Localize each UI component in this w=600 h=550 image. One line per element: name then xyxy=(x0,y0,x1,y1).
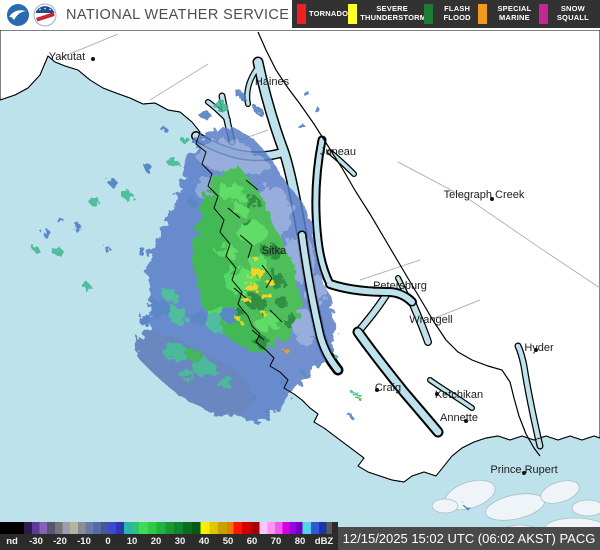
city-marker xyxy=(522,471,526,475)
colorbar-tick-label: -10 xyxy=(77,536,91,547)
colorbar-ticks: nd -30 -20 -10 0 10 20 30 40 50 60 70 80 dBZ xyxy=(0,534,338,550)
city-label: Yakutat xyxy=(48,51,86,63)
colorbar-tick-label: 40 xyxy=(198,536,210,547)
city-marker xyxy=(91,57,95,61)
colorbar-tick-label: 20 xyxy=(150,536,162,547)
city-label: Haines xyxy=(254,76,290,88)
city-label: Juneau xyxy=(319,146,357,158)
header-bar: NATIONAL WEATHER SERVICE TORNADO SEVERE T… xyxy=(0,0,600,30)
colorbar-tick-label: dBZ xyxy=(314,536,334,547)
colorbar-gradient xyxy=(0,522,332,534)
colorbar-tick-label: 50 xyxy=(222,536,234,547)
city-label: Prince Rupert xyxy=(490,464,558,476)
warning-swatch xyxy=(297,4,306,24)
zone-boundaries xyxy=(59,33,600,321)
warning-label: FLASH FLOOD xyxy=(443,4,471,22)
warning-label: SEVERE THUNDERSTORM xyxy=(360,4,427,22)
city-label: Ketchikan xyxy=(434,389,484,401)
warning-legend-item[interactable]: SNOW SQUALL xyxy=(538,4,595,24)
warning-label: SPECIAL MARINE xyxy=(497,4,532,22)
city-label: Hyder xyxy=(524,342,554,354)
coastline xyxy=(0,55,600,483)
colorbar-tick-label: 80 xyxy=(294,536,306,547)
colorbar-tick-label: 70 xyxy=(270,536,282,547)
city-marker xyxy=(490,197,494,201)
noaa-logo[interactable] xyxy=(6,3,30,27)
channels-over-radar xyxy=(297,136,443,437)
reflectivity-colorbar: nd -30 -20 -10 0 10 20 30 40 50 60 70 80 dBZ xyxy=(0,522,338,550)
nws-logo[interactable] xyxy=(33,3,57,27)
colorbar-tick-label: 60 xyxy=(246,536,258,547)
warning-label: SNOW SQUALL xyxy=(556,4,589,22)
warning-legend: TORNADO SEVERE THUNDERSTORM FLASH FLOOD SPE… xyxy=(292,0,600,28)
international-border xyxy=(257,31,541,457)
city-label: Telegraph Creek xyxy=(443,189,525,201)
colorbar-tick-label: 0 xyxy=(105,536,111,547)
warning-swatch xyxy=(424,4,434,24)
city-marker xyxy=(375,388,379,392)
colorbar-tick-label: -20 xyxy=(53,536,67,547)
city-marker xyxy=(464,419,468,423)
city-label: Petersburg xyxy=(373,280,427,292)
colorbar-tick-label: -30 xyxy=(29,536,43,547)
timestamp-bar: 12/15/2025 15:02 UTC (06:02 AKST) PACG xyxy=(338,527,600,550)
city-marker xyxy=(534,348,538,352)
warning-legend-item[interactable]: FLASH FLOOD xyxy=(424,4,478,24)
warning-swatch xyxy=(478,4,488,24)
radar-speckles xyxy=(32,89,470,510)
timestamp-text: 12/15/2025 15:02 UTC (06:02 AKST) PACG xyxy=(342,531,596,546)
island-shorelines xyxy=(227,179,283,341)
city-label: Sitka xyxy=(261,245,287,257)
warning-swatch xyxy=(348,4,358,24)
warning-legend-item[interactable]: TORNADO xyxy=(297,4,348,24)
map-canvas[interactable]: Yakutat Haines Juneau Telegraph Creek Sitka P… xyxy=(0,30,600,550)
city-label: Craig xyxy=(374,382,402,394)
warning-swatch xyxy=(538,4,548,24)
city-label: Annette xyxy=(440,412,478,424)
colorbar-tick-label: nd xyxy=(6,536,18,547)
warning-label: TORNADO xyxy=(309,8,349,18)
warning-legend-item[interactable]: SPECIAL MARINE xyxy=(478,4,539,24)
colorbar-tick-label: 10 xyxy=(126,536,138,547)
city-label: Wrangell xyxy=(409,314,453,326)
colorbar-tick-label: 30 xyxy=(174,536,186,547)
agency-title: NATIONAL WEATHER SERVICE xyxy=(66,7,290,23)
city-marker xyxy=(435,392,439,396)
warning-legend-item[interactable]: SEVERE THUNDERSTORM xyxy=(348,4,427,24)
